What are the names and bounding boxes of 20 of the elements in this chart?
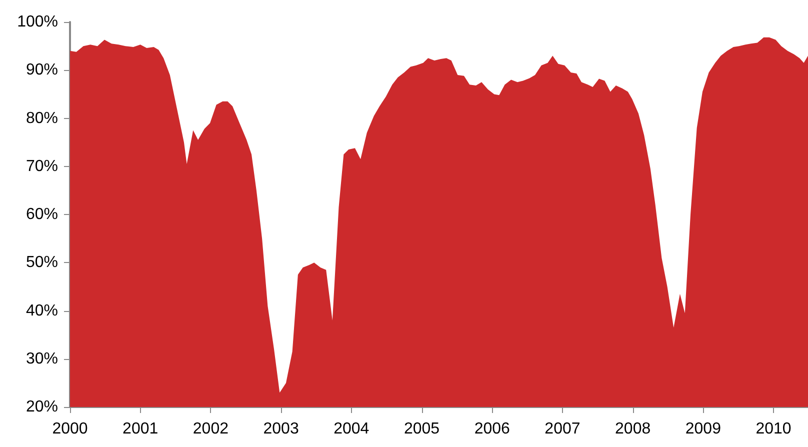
y-tick-label: 100% — [17, 14, 58, 30]
x-tick-label: 2000 — [52, 420, 88, 438]
y-tick-label: 20% — [26, 398, 58, 416]
x-tick-label: 2004 — [334, 420, 370, 438]
y-tick-label: 30% — [26, 350, 58, 368]
x-tick-label: 2007 — [544, 420, 580, 438]
y-tick-label: 40% — [26, 302, 58, 320]
y-tick-label: 80% — [26, 110, 58, 127]
y-tick-label: 90% — [26, 62, 58, 79]
x-tick-label: 2009 — [685, 420, 722, 438]
x-tick-label: 2002 — [192, 420, 229, 438]
y-tick-label: 70% — [26, 158, 58, 175]
y-tick-label: 60% — [26, 206, 58, 223]
x-tick-label: 2003 — [263, 420, 299, 438]
x-tick-label: 2010 — [756, 420, 792, 438]
x-tick-label: 2006 — [474, 420, 510, 438]
x-tick-label: 2008 — [615, 420, 651, 438]
x-tick-label: 2001 — [122, 420, 158, 438]
x-tick-label: 2005 — [404, 420, 440, 438]
y-tick-label: 50% — [26, 254, 58, 272]
